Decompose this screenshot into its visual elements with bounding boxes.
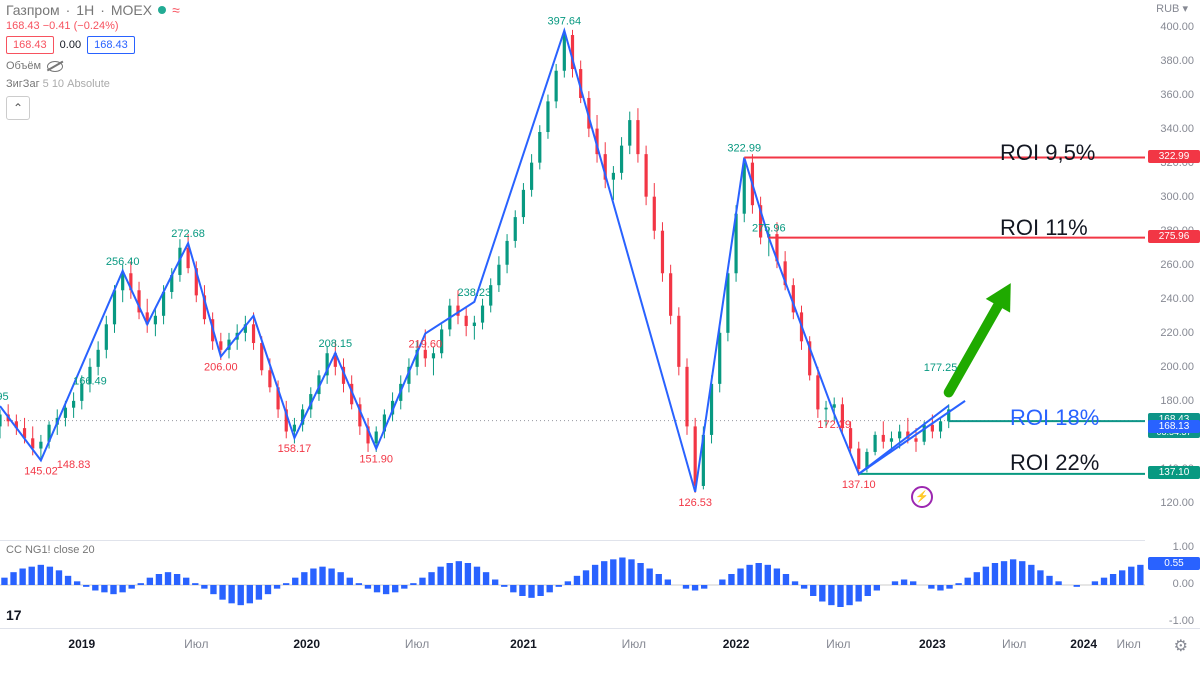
change: −0.41 <box>43 20 71 32</box>
ytick: 180.00 <box>1160 395 1194 407</box>
xtick: 2024 <box>1070 637 1097 651</box>
change-row: 168.43 −0.41 (−0.24%) <box>6 20 180 32</box>
chevron-up-icon: ⌃ <box>13 101 23 115</box>
ytick: 200.00 <box>1160 361 1194 373</box>
ytick: 300.00 <box>1160 191 1194 203</box>
zigzag-row[interactable]: ЗигЗаг 5 10 Absolute <box>6 78 180 90</box>
volume-row[interactable]: Объём <box>6 60 180 72</box>
svg-text:148.83: 148.83 <box>57 459 91 471</box>
ytick: 120.00 <box>1160 497 1194 509</box>
svg-text:322.99: 322.99 <box>727 143 761 155</box>
svg-text:166.49: 166.49 <box>73 376 107 388</box>
price-box[interactable]: 168.13 <box>1148 420 1200 433</box>
svg-text:208.15: 208.15 <box>318 338 352 350</box>
ytick: 260.00 <box>1160 259 1194 271</box>
spread: 0.00 <box>60 39 81 51</box>
price-box[interactable]: 275.96 <box>1148 230 1200 243</box>
price-box[interactable]: 137.10 <box>1148 466 1200 479</box>
ytick: 220.00 <box>1160 327 1194 339</box>
collapse-button[interactable]: ⌃ <box>6 96 30 120</box>
svg-text:126.53: 126.53 <box>678 497 712 509</box>
xtick: 2021 <box>510 637 537 651</box>
indicator-value-box: 0.55 <box>1148 557 1200 570</box>
svg-text:145.02: 145.02 <box>24 465 58 477</box>
interval: 1Н <box>76 2 94 18</box>
svg-text:256.40: 256.40 <box>106 256 140 268</box>
change-pct: (−0.24%) <box>74 20 119 32</box>
svg-text:176.95: 176.95 <box>0 391 9 403</box>
bid-ask-row: 168.43 0.00 168.43 <box>6 36 180 54</box>
price-axis[interactable]: 120.00140.00160.00180.00200.00220.00240.… <box>1145 0 1200 540</box>
indicator-label[interactable]: CC NG1! close 20 <box>6 544 95 556</box>
svg-text:397.64: 397.64 <box>547 16 581 28</box>
roi-label-4: ROI 22% <box>1010 450 1099 476</box>
zigzag-label: ЗигЗаг <box>6 78 40 90</box>
svg-text:275.96: 275.96 <box>752 223 786 235</box>
indicator-axis[interactable]: -1.000.001.000.55 <box>1145 540 1200 628</box>
zigzag-params: 5 10 Absolute <box>43 78 110 90</box>
last-price: 168.43 <box>6 20 40 32</box>
xtick: 2019 <box>68 637 95 651</box>
svg-text:137.10: 137.10 <box>842 479 876 491</box>
title-row[interactable]: Газпром· 1Н· MOEX ≈ <box>6 2 180 18</box>
svg-text:158.17: 158.17 <box>278 443 312 455</box>
ytick: 380.00 <box>1160 55 1194 67</box>
eye-off-icon[interactable] <box>47 61 63 72</box>
symbol: Газпром <box>6 2 60 18</box>
xtick: Июл <box>622 637 646 651</box>
xtick: Июл <box>184 637 208 651</box>
xtick: Июл <box>1002 637 1026 651</box>
volume-label: Объём <box>6 60 41 72</box>
xtick: 2020 <box>293 637 320 651</box>
ytick: 400.00 <box>1160 21 1194 33</box>
svg-text:219.60: 219.60 <box>408 338 442 350</box>
svg-text:151.90: 151.90 <box>359 454 393 466</box>
market-status-dot <box>158 6 166 14</box>
exchange: MOEX <box>111 2 152 18</box>
svg-text:272.68: 272.68 <box>171 228 205 240</box>
lightning-icon[interactable]: ⚡ <box>911 486 933 508</box>
tradingview-logo[interactable]: 17 <box>6 607 22 623</box>
realtime-icon: ≈ <box>172 2 180 18</box>
svg-text:172.29: 172.29 <box>817 419 851 431</box>
ytick: 360.00 <box>1160 89 1194 101</box>
chart-container: Газпром· 1Н· MOEX ≈ 168.43 −0.41 (−0.24%… <box>0 0 1200 675</box>
time-axis[interactable]: 2019 Июл 2020 Июл 2021 Июл 2022 Июл 2023 Июл 2024 И… <box>0 628 1200 675</box>
roi-label-2: ROI 11% <box>1000 215 1088 241</box>
xtick: Июл <box>1116 637 1140 651</box>
ytick: 240.00 <box>1160 293 1194 305</box>
xtick: Июл <box>826 637 850 651</box>
xtick: Июл <box>405 637 429 651</box>
xtick: 2022 <box>723 637 750 651</box>
settings-icon[interactable]: ⚙ <box>1174 636 1188 656</box>
roi-label-3: ROI 18% <box>1010 405 1099 431</box>
price-box[interactable]: 322.99 <box>1148 150 1200 163</box>
svg-text:177.25: 177.25 <box>924 362 958 374</box>
svg-text:206.00: 206.00 <box>204 362 238 374</box>
ytick: 340.00 <box>1160 123 1194 135</box>
chart-header: Газпром· 1Н· MOEX ≈ 168.43 −0.41 (−0.24%… <box>6 2 180 120</box>
bid-pill[interactable]: 168.43 <box>6 36 54 54</box>
svg-text:238.23: 238.23 <box>458 287 492 299</box>
roi-label-1: ROI 9,5% <box>1000 140 1095 166</box>
ask-pill[interactable]: 168.43 <box>87 36 135 54</box>
xtick: 2023 <box>919 637 946 651</box>
indicator-chart[interactable] <box>0 540 1145 629</box>
